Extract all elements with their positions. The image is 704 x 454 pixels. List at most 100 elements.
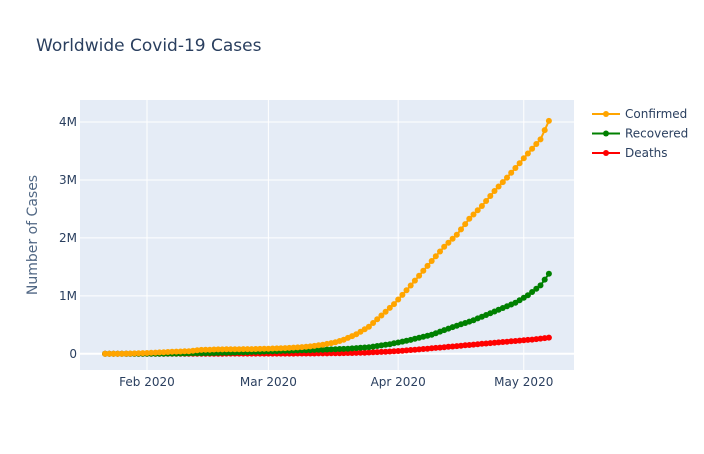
data-point[interactable] [391, 301, 397, 308]
data-point[interactable] [491, 188, 498, 194]
data-point[interactable] [269, 345, 276, 352]
data-point[interactable] [386, 304, 393, 311]
data-point[interactable] [407, 282, 414, 289]
data-point[interactable] [537, 136, 544, 143]
data-point[interactable] [449, 235, 456, 242]
data-point[interactable] [110, 350, 117, 357]
data-point[interactable] [261, 345, 268, 352]
data-point[interactable] [453, 231, 460, 238]
data-point[interactable] [378, 312, 385, 319]
data-point[interactable] [127, 350, 134, 357]
data-point[interactable] [529, 289, 536, 295]
plot-area [80, 100, 574, 370]
data-point[interactable] [198, 346, 205, 353]
data-point[interactable] [240, 346, 247, 353]
data-point[interactable] [248, 346, 255, 353]
data-point[interactable] [416, 272, 423, 279]
data-point[interactable] [370, 320, 377, 326]
data-point[interactable] [428, 258, 435, 264]
data-point[interactable] [529, 145, 536, 152]
data-point[interactable] [324, 346, 330, 353]
data-point[interactable] [403, 287, 410, 294]
data-point[interactable] [365, 323, 372, 330]
data-point[interactable] [524, 292, 531, 299]
x-tick-label: Apr 2020 [371, 375, 426, 389]
data-point[interactable] [487, 193, 494, 199]
data-point[interactable] [432, 253, 439, 260]
data-point[interactable] [411, 277, 418, 284]
data-point[interactable] [332, 350, 339, 357]
data-point[interactable] [445, 239, 452, 246]
data-point[interactable] [315, 346, 322, 353]
legend-item-confirmed[interactable]: Confirmed [592, 107, 687, 121]
data-point[interactable] [466, 215, 473, 222]
data-point[interactable] [541, 276, 548, 283]
data-point[interactable] [131, 350, 138, 357]
data-point[interactable] [545, 117, 552, 124]
data-point[interactable] [520, 155, 527, 162]
data-point[interactable] [139, 350, 146, 357]
data-point[interactable] [227, 346, 234, 353]
data-point[interactable] [118, 350, 125, 357]
data-point[interactable] [252, 346, 259, 352]
data-point[interactable] [545, 270, 552, 277]
data-point[interactable] [420, 267, 427, 274]
data-point[interactable] [545, 334, 552, 341]
data-point[interactable] [211, 346, 217, 353]
data-point[interactable] [470, 211, 477, 218]
data-point[interactable] [499, 179, 506, 186]
data-point[interactable] [437, 248, 443, 255]
data-point[interactable] [478, 203, 485, 209]
data-point[interactable] [399, 291, 406, 298]
data-point[interactable] [424, 262, 431, 269]
legend-label: Deaths [625, 146, 668, 160]
data-point[interactable] [357, 349, 364, 356]
data-point[interactable] [231, 346, 238, 353]
legend-item-deaths[interactable]: Deaths [592, 146, 668, 160]
data-point[interactable] [441, 243, 448, 250]
data-point[interactable] [202, 346, 209, 353]
data-point[interactable] [277, 345, 284, 352]
data-point[interactable] [483, 198, 490, 204]
data-point[interactable] [504, 174, 510, 181]
legend-label: Confirmed [625, 107, 687, 121]
data-point[interactable] [537, 282, 544, 289]
data-point[interactable] [474, 207, 481, 214]
data-point[interactable] [353, 349, 360, 356]
legend-item-recovered[interactable]: Recovered [592, 127, 688, 141]
data-point[interactable] [541, 127, 548, 134]
data-point[interactable] [395, 296, 402, 303]
y-tick-label: 2M [59, 231, 77, 245]
data-point[interactable] [223, 346, 230, 353]
data-point[interactable] [533, 285, 540, 292]
data-point[interactable] [533, 141, 540, 147]
data-point[interactable] [219, 346, 226, 353]
data-point[interactable] [382, 308, 389, 315]
data-point[interactable] [173, 348, 180, 355]
y-tick-label: 0 [69, 347, 77, 361]
data-point[interactable] [215, 346, 222, 353]
data-point[interactable] [462, 221, 469, 228]
data-point[interactable] [524, 150, 531, 157]
data-point[interactable] [340, 350, 347, 357]
data-point[interactable] [458, 226, 464, 233]
legend[interactable]: Confirmed Recovered Deaths [592, 107, 688, 160]
data-point[interactable] [374, 316, 381, 323]
data-point[interactable] [114, 350, 121, 357]
data-point[interactable] [349, 350, 356, 356]
series-confirmed[interactable] [102, 117, 552, 357]
data-point[interactable] [106, 350, 113, 357]
data-point[interactable] [344, 350, 351, 356]
data-point[interactable] [512, 165, 519, 171]
series-layer [102, 117, 552, 357]
data-point[interactable] [102, 350, 109, 357]
data-point[interactable] [495, 183, 502, 190]
data-point[interactable] [508, 169, 515, 176]
data-point[interactable] [244, 346, 251, 353]
x-tick-label: Feb 2020 [119, 375, 175, 389]
data-point[interactable] [516, 160, 523, 167]
data-point[interactable] [257, 345, 263, 352]
legend-swatch-marker [603, 111, 609, 117]
data-point[interactable] [236, 346, 243, 353]
